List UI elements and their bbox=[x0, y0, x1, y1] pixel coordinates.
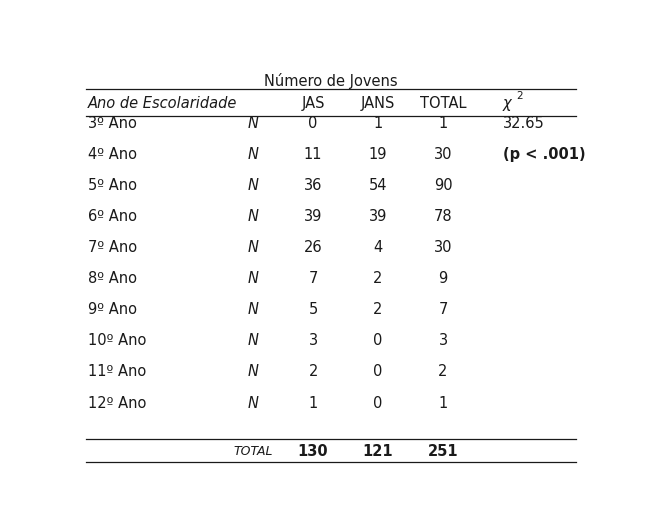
Text: 130: 130 bbox=[298, 443, 328, 458]
Text: 1: 1 bbox=[439, 396, 448, 410]
Text: 10º Ano: 10º Ano bbox=[88, 333, 146, 348]
Text: 2: 2 bbox=[439, 365, 448, 379]
Text: 3: 3 bbox=[439, 333, 448, 348]
Text: N: N bbox=[248, 178, 259, 193]
Text: JAS: JAS bbox=[301, 96, 325, 111]
Text: 90: 90 bbox=[433, 178, 452, 193]
Text: 32.65: 32.65 bbox=[503, 116, 545, 131]
Text: 1: 1 bbox=[373, 116, 382, 131]
Text: 19: 19 bbox=[369, 147, 387, 162]
Text: 9: 9 bbox=[439, 271, 448, 286]
Text: 7: 7 bbox=[439, 302, 448, 318]
Text: 26: 26 bbox=[304, 240, 322, 255]
Text: χ: χ bbox=[503, 96, 511, 111]
Text: 36: 36 bbox=[304, 178, 322, 193]
Text: 5º Ano: 5º Ano bbox=[88, 178, 137, 193]
Text: N: N bbox=[248, 333, 259, 348]
Text: 12º Ano: 12º Ano bbox=[88, 396, 146, 410]
Text: N: N bbox=[248, 365, 259, 379]
Text: 1: 1 bbox=[439, 116, 448, 131]
Text: Número de Jovens: Número de Jovens bbox=[264, 73, 397, 89]
Text: 2: 2 bbox=[373, 302, 382, 318]
Text: 0: 0 bbox=[373, 365, 382, 379]
Text: 4º Ano: 4º Ano bbox=[88, 147, 137, 162]
Text: 8º Ano: 8º Ano bbox=[88, 271, 137, 286]
Text: 11: 11 bbox=[304, 147, 322, 162]
Text: N: N bbox=[248, 209, 259, 224]
Text: 4: 4 bbox=[373, 240, 382, 255]
Text: TOTAL: TOTAL bbox=[233, 444, 273, 457]
Text: N: N bbox=[248, 396, 259, 410]
Text: 2: 2 bbox=[517, 91, 523, 101]
Text: 7: 7 bbox=[308, 271, 318, 286]
Text: 39: 39 bbox=[304, 209, 322, 224]
Text: (p < .001): (p < .001) bbox=[503, 147, 586, 162]
Text: 39: 39 bbox=[369, 209, 387, 224]
Text: 30: 30 bbox=[434, 240, 452, 255]
Text: 7º Ano: 7º Ano bbox=[88, 240, 137, 255]
Text: 251: 251 bbox=[428, 443, 459, 458]
Text: 54: 54 bbox=[369, 178, 387, 193]
Text: 0: 0 bbox=[308, 116, 318, 131]
Text: TOTAL: TOTAL bbox=[420, 96, 466, 111]
Text: 9º Ano: 9º Ano bbox=[88, 302, 137, 318]
Text: N: N bbox=[248, 271, 259, 286]
Text: 3: 3 bbox=[308, 333, 317, 348]
Text: N: N bbox=[248, 240, 259, 255]
Text: 3º Ano: 3º Ano bbox=[88, 116, 137, 131]
Text: 6º Ano: 6º Ano bbox=[88, 209, 137, 224]
Text: 78: 78 bbox=[433, 209, 452, 224]
Text: N: N bbox=[248, 147, 259, 162]
Text: 30: 30 bbox=[434, 147, 452, 162]
Text: 1: 1 bbox=[308, 396, 318, 410]
Text: 11º Ano: 11º Ano bbox=[88, 365, 146, 379]
Text: 2: 2 bbox=[308, 365, 318, 379]
Text: 2: 2 bbox=[373, 271, 382, 286]
Text: 5: 5 bbox=[308, 302, 318, 318]
Text: N: N bbox=[248, 302, 259, 318]
Text: Ano de Escolaridade: Ano de Escolaridade bbox=[88, 96, 237, 111]
Text: 0: 0 bbox=[373, 396, 382, 410]
Text: JANS: JANS bbox=[361, 96, 395, 111]
Text: 121: 121 bbox=[362, 443, 393, 458]
Text: 0: 0 bbox=[373, 333, 382, 348]
Text: N: N bbox=[248, 116, 259, 131]
